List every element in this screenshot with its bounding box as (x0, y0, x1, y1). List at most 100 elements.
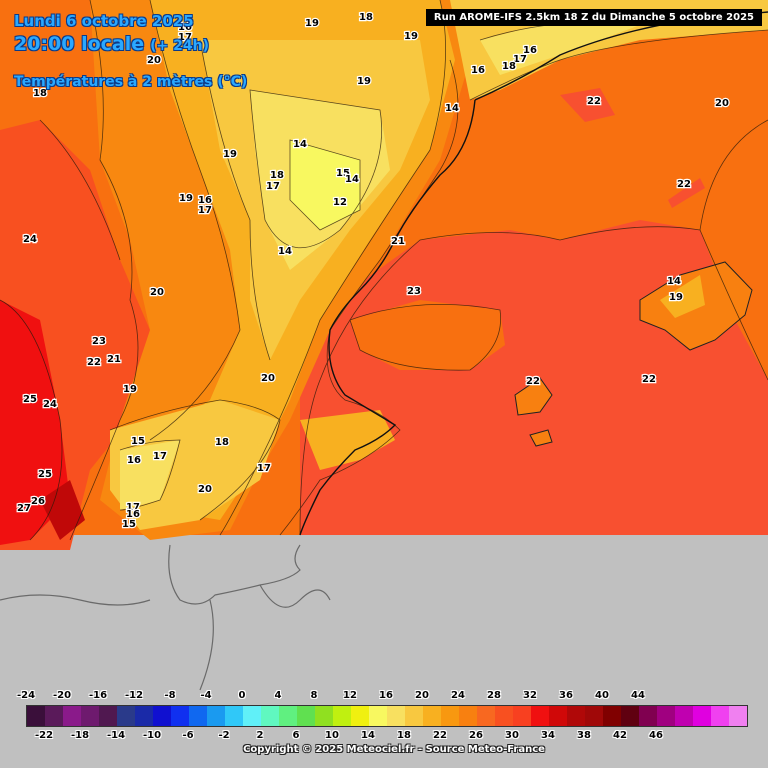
legend-tick-label: -20 (52, 690, 72, 701)
temperature-value-label: 26 (31, 496, 45, 507)
borders (0, 544, 331, 691)
legend-tick-label: 34 (541, 730, 555, 741)
legend-swatch (585, 706, 603, 726)
temperature-value-label: 19 (223, 149, 237, 160)
temperature-value-label: 16 (471, 65, 485, 76)
temperature-value-label: 24 (43, 399, 57, 410)
color-legend (26, 705, 748, 727)
legend-tick-label: 40 (595, 690, 609, 701)
legend-tick-label: 10 (325, 730, 339, 741)
legend-tick-label: 28 (487, 690, 501, 701)
legend-tick-label: 8 (310, 690, 318, 701)
legend-tick-label: 22 (433, 730, 447, 741)
legend-swatch (657, 706, 675, 726)
legend-swatch (207, 706, 225, 726)
legend-swatch (243, 706, 261, 726)
coastline (299, 99, 476, 536)
legend-swatch (513, 706, 531, 726)
legend-swatch (621, 706, 639, 726)
legend-tick-label: 32 (523, 690, 537, 701)
temperature-value-label: 19 (123, 384, 137, 395)
legend-tick-label: 6 (292, 730, 300, 741)
legend-tick-label: -4 (200, 690, 212, 701)
legend-swatch (675, 706, 693, 726)
legend-tick-label: 18 (397, 730, 411, 741)
temperature-value-label: 15 (122, 519, 136, 530)
temperature-value-label: 20 (715, 98, 729, 109)
legend-tick-label: 16 (379, 690, 393, 701)
temperature-value-label: 23 (92, 336, 106, 347)
temperature-value-label: 18 (502, 61, 516, 72)
temperature-value-label: 18 (33, 88, 47, 99)
legend-swatch (423, 706, 441, 726)
temperature-value-label: 21 (391, 236, 405, 247)
temperature-value-label: 22 (526, 376, 540, 387)
temperature-value-label: 16 (198, 195, 212, 206)
legend-tick-label: 38 (577, 730, 591, 741)
legend-swatch (459, 706, 477, 726)
forecast-time: 20:00 locale (+ 24h) (14, 33, 209, 55)
legend-swatch (405, 706, 423, 726)
temperature-value-label: 19 (357, 76, 371, 87)
legend-swatch (567, 706, 585, 726)
temperature-value-label: 14 (445, 103, 459, 114)
temperature-value-label: 21 (107, 354, 121, 365)
temperature-value-label: 14 (278, 246, 292, 257)
legend-swatch (171, 706, 189, 726)
legend-swatch (531, 706, 549, 726)
legend-swatch (117, 706, 135, 726)
temperature-value-label: 17 (178, 32, 192, 43)
temperature-value-label: 22 (642, 374, 656, 385)
legend-tick-label: -12 (124, 690, 144, 701)
legend-swatch (99, 706, 117, 726)
temperature-value-label: 25 (23, 394, 37, 405)
forecast-date: Lundi 6 octobre 2025 (14, 12, 194, 30)
temperature-value-label: 16 (126, 509, 140, 520)
legend-swatch (333, 706, 351, 726)
temperature-value-label: 17 (513, 54, 527, 65)
legend-swatch (495, 706, 513, 726)
temperature-value-label: 19 (669, 292, 683, 303)
legend-swatch (81, 706, 99, 726)
legend-tick-label: 2 (256, 730, 264, 741)
legend-swatch (387, 706, 405, 726)
legend-ticks-top: -24 -20 -16 -12 -8 -4 0 4 8 12 16 20 24 28 32 36 40 44 (0, 690, 768, 704)
temperature-value-label: 25 (38, 469, 52, 480)
legend-tick-label: 44 (631, 690, 645, 701)
legend-tick-label: 36 (559, 690, 573, 701)
temperature-value-label: 19 (404, 31, 418, 42)
legend-tick-label: 20 (415, 690, 429, 701)
temperature-value-label: 20 (198, 484, 212, 495)
legend-tick-label: -22 (34, 730, 54, 741)
temperature-value-label: 17 (266, 181, 280, 192)
legend-tick-label: -14 (106, 730, 126, 741)
legend-tick-label: 0 (238, 690, 246, 701)
temperature-value-label: 18 (215, 437, 229, 448)
legend-tick-label: 24 (451, 690, 465, 701)
temperature-value-label: 18 (359, 12, 373, 23)
temperature-value-label: 23 (407, 286, 421, 297)
temperature-value-label: 17 (198, 205, 212, 216)
temperature-value-label: 22 (677, 179, 691, 190)
legend-swatch (729, 706, 747, 726)
legend-swatch (369, 706, 387, 726)
temperature-value-label: 15 (131, 436, 145, 447)
legend-swatch (279, 706, 297, 726)
temperature-value-label: 19 (305, 18, 319, 29)
copyright: Copyright © 2025 Meteociel.fr - Source M… (243, 744, 545, 755)
temperature-value-label: 16 (523, 45, 537, 56)
legend-tick-label: -24 (16, 690, 36, 701)
contour-lines (0, 0, 768, 541)
legend-tick-label: -6 (182, 730, 194, 741)
legend-tick-label: -2 (218, 730, 230, 741)
legend-swatch (297, 706, 315, 726)
temperature-value-label: 22 (87, 357, 101, 368)
legend-tick-label: -8 (164, 690, 176, 701)
legend-swatch (225, 706, 243, 726)
ibiza-island (514, 377, 553, 416)
legend-tick-label: 46 (649, 730, 663, 741)
temperature-value-label: 17 (153, 451, 167, 462)
legend-tick-label: 14 (361, 730, 375, 741)
